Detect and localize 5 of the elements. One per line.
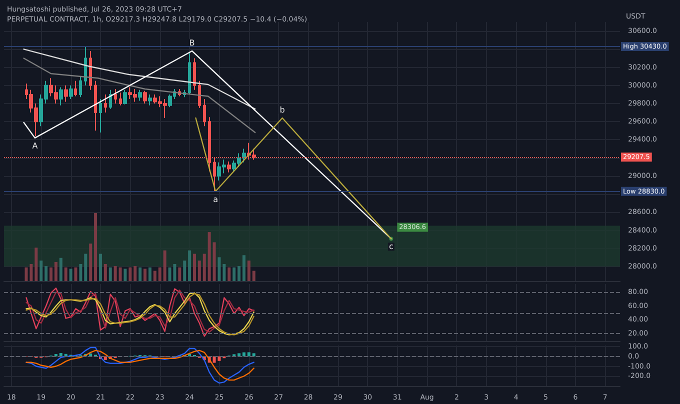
data-label: c: [388, 242, 394, 252]
data-label: A: [32, 141, 38, 150]
data-label: a: [213, 194, 218, 204]
data-label: B: [189, 38, 195, 48]
data-label: b: [280, 105, 285, 114]
